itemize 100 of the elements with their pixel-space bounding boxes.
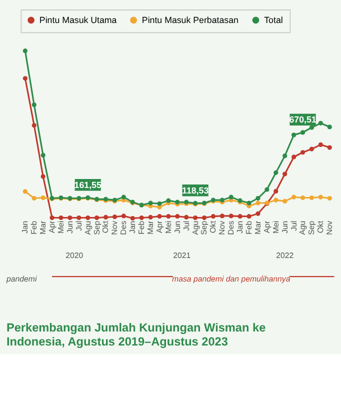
point	[327, 124, 332, 130]
point	[291, 154, 296, 160]
x-tick-label: Agu	[83, 220, 92, 235]
x-tick-label: Jun	[172, 220, 182, 234]
point	[274, 188, 278, 194]
legend-label: Pintu Masuk Perbatasan	[142, 15, 239, 26]
point	[103, 214, 108, 220]
text: Perkembangan Jumlah Kunjungan Wisman ke Indonesia, Agustus 2019–Agustus 2023	[6, 320, 266, 349]
text: masa pandemi dan pemulihannya	[172, 274, 291, 284]
point	[246, 200, 252, 206]
point	[327, 196, 332, 201]
point	[318, 142, 323, 147]
data-label: 118,53	[182, 185, 209, 196]
x-tick-label: Sep	[92, 220, 102, 235]
point	[22, 48, 28, 54]
x-tick-label: Feb	[244, 220, 254, 234]
point	[112, 214, 118, 220]
x-tick-label: Des	[226, 220, 236, 235]
point	[202, 215, 207, 220]
point	[274, 170, 278, 175]
x-tick-label: Sep	[307, 220, 316, 235]
point	[32, 102, 36, 108]
point	[309, 146, 314, 152]
point	[228, 194, 234, 200]
point	[76, 215, 82, 220]
x-tick-label: Des	[119, 220, 128, 235]
point	[220, 214, 224, 218]
x-tick-label: Jun	[65, 220, 74, 234]
point	[148, 214, 153, 220]
point	[166, 214, 171, 219]
point	[58, 215, 64, 220]
point	[32, 196, 36, 201]
point	[300, 195, 306, 200]
x-tick-label: Okt	[208, 220, 218, 234]
x-tick-label: Agu	[190, 220, 200, 235]
x-tick-label: Okt	[316, 220, 326, 234]
x-tick-label: Nov	[110, 220, 120, 235]
point	[300, 150, 306, 155]
point	[282, 154, 288, 158]
x-tick-label: Agu	[298, 220, 308, 235]
point	[166, 198, 171, 203]
point	[246, 214, 252, 219]
point	[327, 145, 332, 150]
point	[22, 76, 28, 81]
x-tick-label: Mei	[56, 220, 66, 234]
point	[282, 198, 288, 204]
point	[121, 214, 126, 218]
point	[40, 174, 46, 179]
x-tick-label: Mar	[146, 220, 155, 234]
text: pandemi	[5, 274, 37, 284]
x-tick-label: Mei	[271, 220, 280, 234]
point	[238, 214, 242, 219]
point	[228, 214, 234, 218]
x-tick-label: Apr	[48, 220, 56, 234]
legend-label: Total	[264, 15, 283, 26]
point	[184, 214, 189, 220]
point	[300, 130, 306, 135]
x-tick-label: Nov	[218, 220, 227, 235]
x-tick-label: Jul	[289, 220, 298, 231]
point	[22, 189, 28, 194]
point	[256, 200, 260, 206]
x-tick-label: Jan	[128, 220, 138, 234]
point	[130, 216, 135, 221]
legend-label: Pintu Masuk Utama	[39, 15, 117, 26]
x-tick-label: Jan	[20, 220, 30, 234]
point	[318, 120, 323, 126]
x-tick-label: Sep	[200, 220, 209, 235]
point	[291, 132, 296, 138]
point	[318, 194, 323, 200]
point	[192, 215, 198, 220]
point	[274, 198, 278, 202]
text: 2020	[66, 250, 84, 260]
x-tick-label: Jun	[280, 220, 290, 234]
point	[50, 215, 54, 220]
point	[256, 211, 260, 216]
point	[210, 214, 216, 219]
x-tick-label: Okt	[101, 220, 110, 234]
x-tick-label: Apr	[262, 220, 272, 234]
x-tick-label: Jan	[236, 220, 245, 234]
point	[94, 215, 100, 220]
point	[282, 172, 288, 176]
point	[309, 195, 314, 200]
point	[175, 214, 180, 219]
point	[157, 201, 162, 206]
data-label: 670,51	[289, 114, 316, 125]
point	[157, 214, 162, 219]
x-tick-label: Apr	[154, 220, 164, 234]
x-tick-label: Jul	[182, 220, 191, 231]
x-tick-label: Mei	[164, 220, 173, 234]
point	[309, 125, 314, 130]
point	[291, 194, 296, 200]
point	[32, 123, 36, 128]
point	[40, 195, 46, 200]
text: 2021	[173, 250, 191, 260]
text: 2022	[276, 250, 294, 260]
point	[139, 215, 144, 220]
x-tick-label: Feb	[30, 220, 39, 234]
point	[40, 152, 46, 158]
x-tick-label: Nov	[325, 220, 334, 235]
point	[256, 196, 260, 201]
